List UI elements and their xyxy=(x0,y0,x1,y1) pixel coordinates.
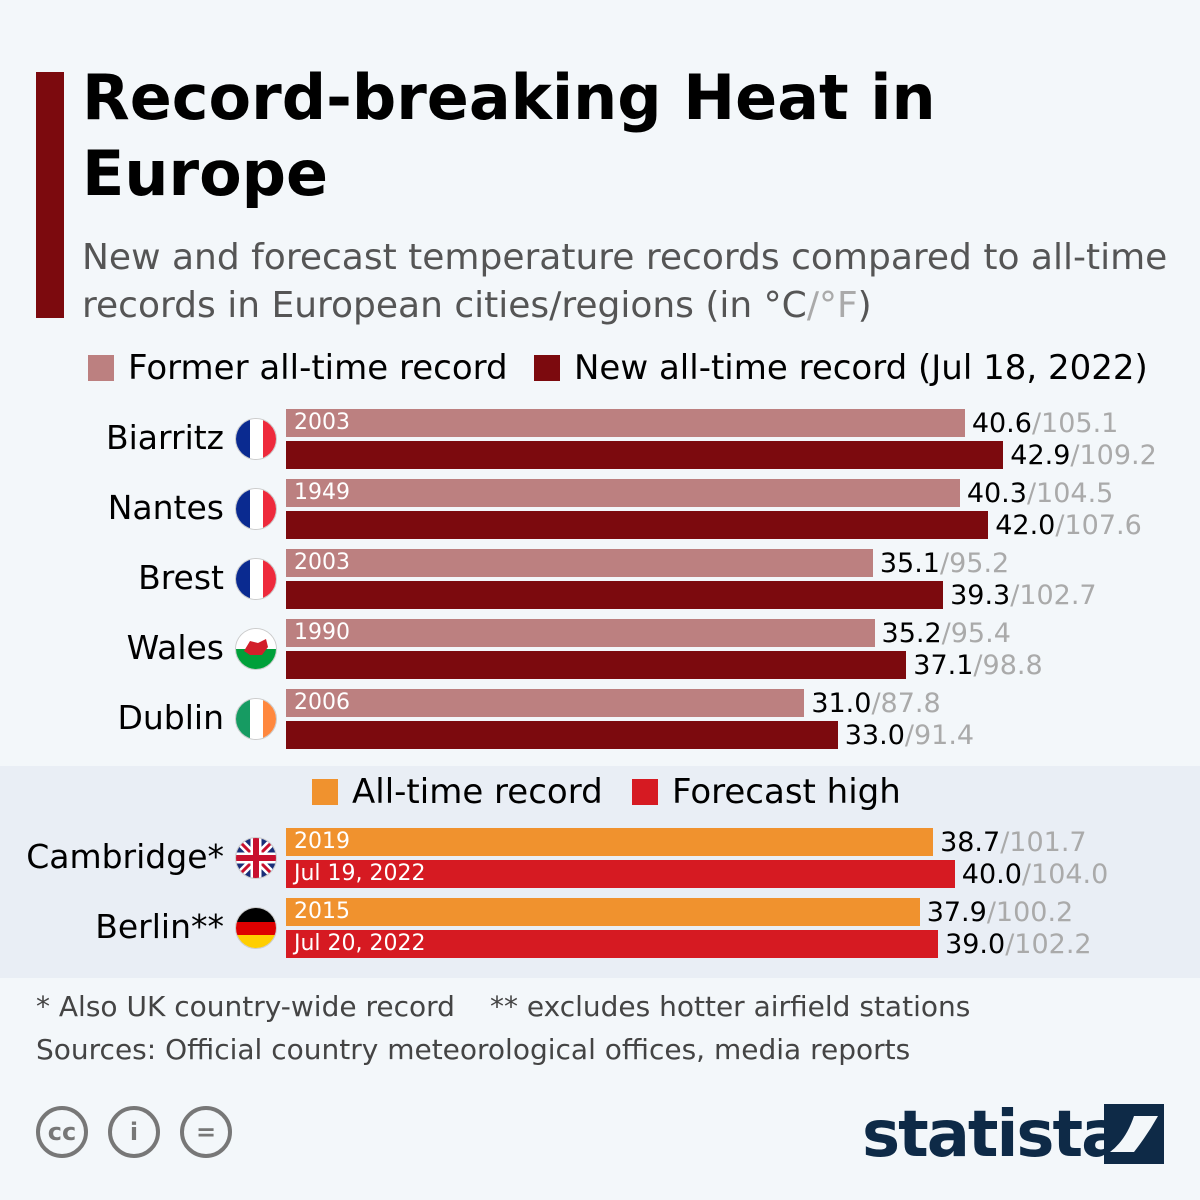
category-label: Dublin xyxy=(117,698,224,737)
category-label: Brest xyxy=(138,558,224,597)
bar: 1990 xyxy=(286,619,875,647)
data-label: 33.0/91.4 xyxy=(844,720,975,751)
bar xyxy=(286,721,838,749)
data-label: 40.3/104.5 xyxy=(966,478,1114,509)
ireland-flag-icon xyxy=(235,698,277,740)
bar: 2019 xyxy=(286,828,934,856)
bar: 2003 xyxy=(286,409,965,437)
bar: 2006 xyxy=(286,689,805,717)
legend-item-former: Former all-time record xyxy=(88,348,508,388)
legend-label: Forecast high xyxy=(672,772,901,812)
no-derivatives-icon[interactable]: = xyxy=(180,1106,232,1158)
wales-flag-icon xyxy=(235,628,277,670)
legend-label: Former all-time record xyxy=(128,348,508,388)
legend-swatch xyxy=(632,779,658,805)
legend-item-new: New all-time record (Jul 18, 2022) xyxy=(534,348,1148,388)
legend-item-forecast: Forecast high xyxy=(632,772,901,812)
bar: 2003 xyxy=(286,549,873,577)
bar-inner-label: Jul 19, 2022 xyxy=(294,861,426,886)
legend-swatch xyxy=(88,355,114,381)
chart-subtitle: New and forecast temperature records com… xyxy=(82,234,1182,330)
bar-inner-label: Jul 20, 2022 xyxy=(294,931,426,956)
subtitle-end: ) xyxy=(857,285,872,326)
data-label: 37.1/98.8 xyxy=(913,650,1043,681)
attribution-icon[interactable]: i xyxy=(108,1106,160,1158)
bar xyxy=(286,651,907,679)
data-label: 42.9/109.2 xyxy=(1010,440,1157,471)
france-flag-icon xyxy=(235,558,277,600)
bar xyxy=(286,441,1004,469)
category-label: Nantes xyxy=(107,488,224,527)
bar-inner-label: 2006 xyxy=(294,690,350,715)
bar-inner-label: 1990 xyxy=(294,620,350,645)
subtitle-sep: /°F xyxy=(806,285,858,326)
germany-flag-icon xyxy=(235,907,277,949)
category-label: Biarritz xyxy=(105,418,224,457)
bar: 1949 xyxy=(286,479,960,507)
statista-logo-icon xyxy=(1104,1104,1164,1164)
bar: Jul 19, 2022 xyxy=(286,860,955,888)
legend-swatch xyxy=(312,779,338,805)
cc-license-icon[interactable]: cc xyxy=(36,1106,88,1158)
title-accent-bar xyxy=(36,72,64,318)
data-label: 39.0/102.2 xyxy=(945,929,1092,960)
uk-flag-icon xyxy=(235,837,277,879)
data-label: 40.0/104.0 xyxy=(961,859,1109,890)
data-label: 42.0/107.6 xyxy=(995,510,1142,541)
statista-logo[interactable]: statista xyxy=(862,1098,1124,1172)
bar-inner-label: 2015 xyxy=(294,899,350,924)
france-flag-icon xyxy=(235,488,277,530)
bar: 2015 xyxy=(286,898,920,926)
category-label: Berlin** xyxy=(95,907,224,946)
legend-swatch xyxy=(534,355,560,381)
legend-item-alltime: All-time record xyxy=(312,772,603,812)
data-label: 38.7/101.7 xyxy=(940,827,1087,858)
france-flag-icon xyxy=(235,418,277,460)
data-label: 35.2/95.4 xyxy=(881,618,1011,649)
category-label: Cambridge* xyxy=(26,837,224,876)
legend-label: New all-time record (Jul 18, 2022) xyxy=(574,348,1148,388)
footnote-2: ** excludes hotter airfield stations xyxy=(490,990,971,1023)
data-label: 40.6/105.1 xyxy=(971,408,1119,439)
data-label: 31.0/87.8 xyxy=(811,688,941,719)
subtitle-text: New and forecast temperature records com… xyxy=(82,237,1168,326)
footnote-1: * Also UK country-wide record xyxy=(36,990,455,1023)
bar: Jul 20, 2022 xyxy=(286,930,939,958)
bar xyxy=(286,581,944,609)
legend-label: All-time record xyxy=(352,772,603,812)
bar-inner-label: 2019 xyxy=(294,829,350,854)
bar-inner-label: 1949 xyxy=(294,480,350,505)
data-label: 37.9/100.2 xyxy=(926,897,1074,928)
bar-inner-label: 2003 xyxy=(294,550,350,575)
bar xyxy=(286,511,989,539)
sources: Sources: Official country meteorological… xyxy=(36,1033,911,1066)
bar-inner-label: 2003 xyxy=(294,410,350,435)
category-label: Wales xyxy=(126,628,224,667)
data-label: 39.3/102.7 xyxy=(950,580,1097,611)
data-label: 35.1/95.2 xyxy=(879,548,1010,579)
chart-title: Record-breaking Heat in Europe xyxy=(82,61,936,210)
